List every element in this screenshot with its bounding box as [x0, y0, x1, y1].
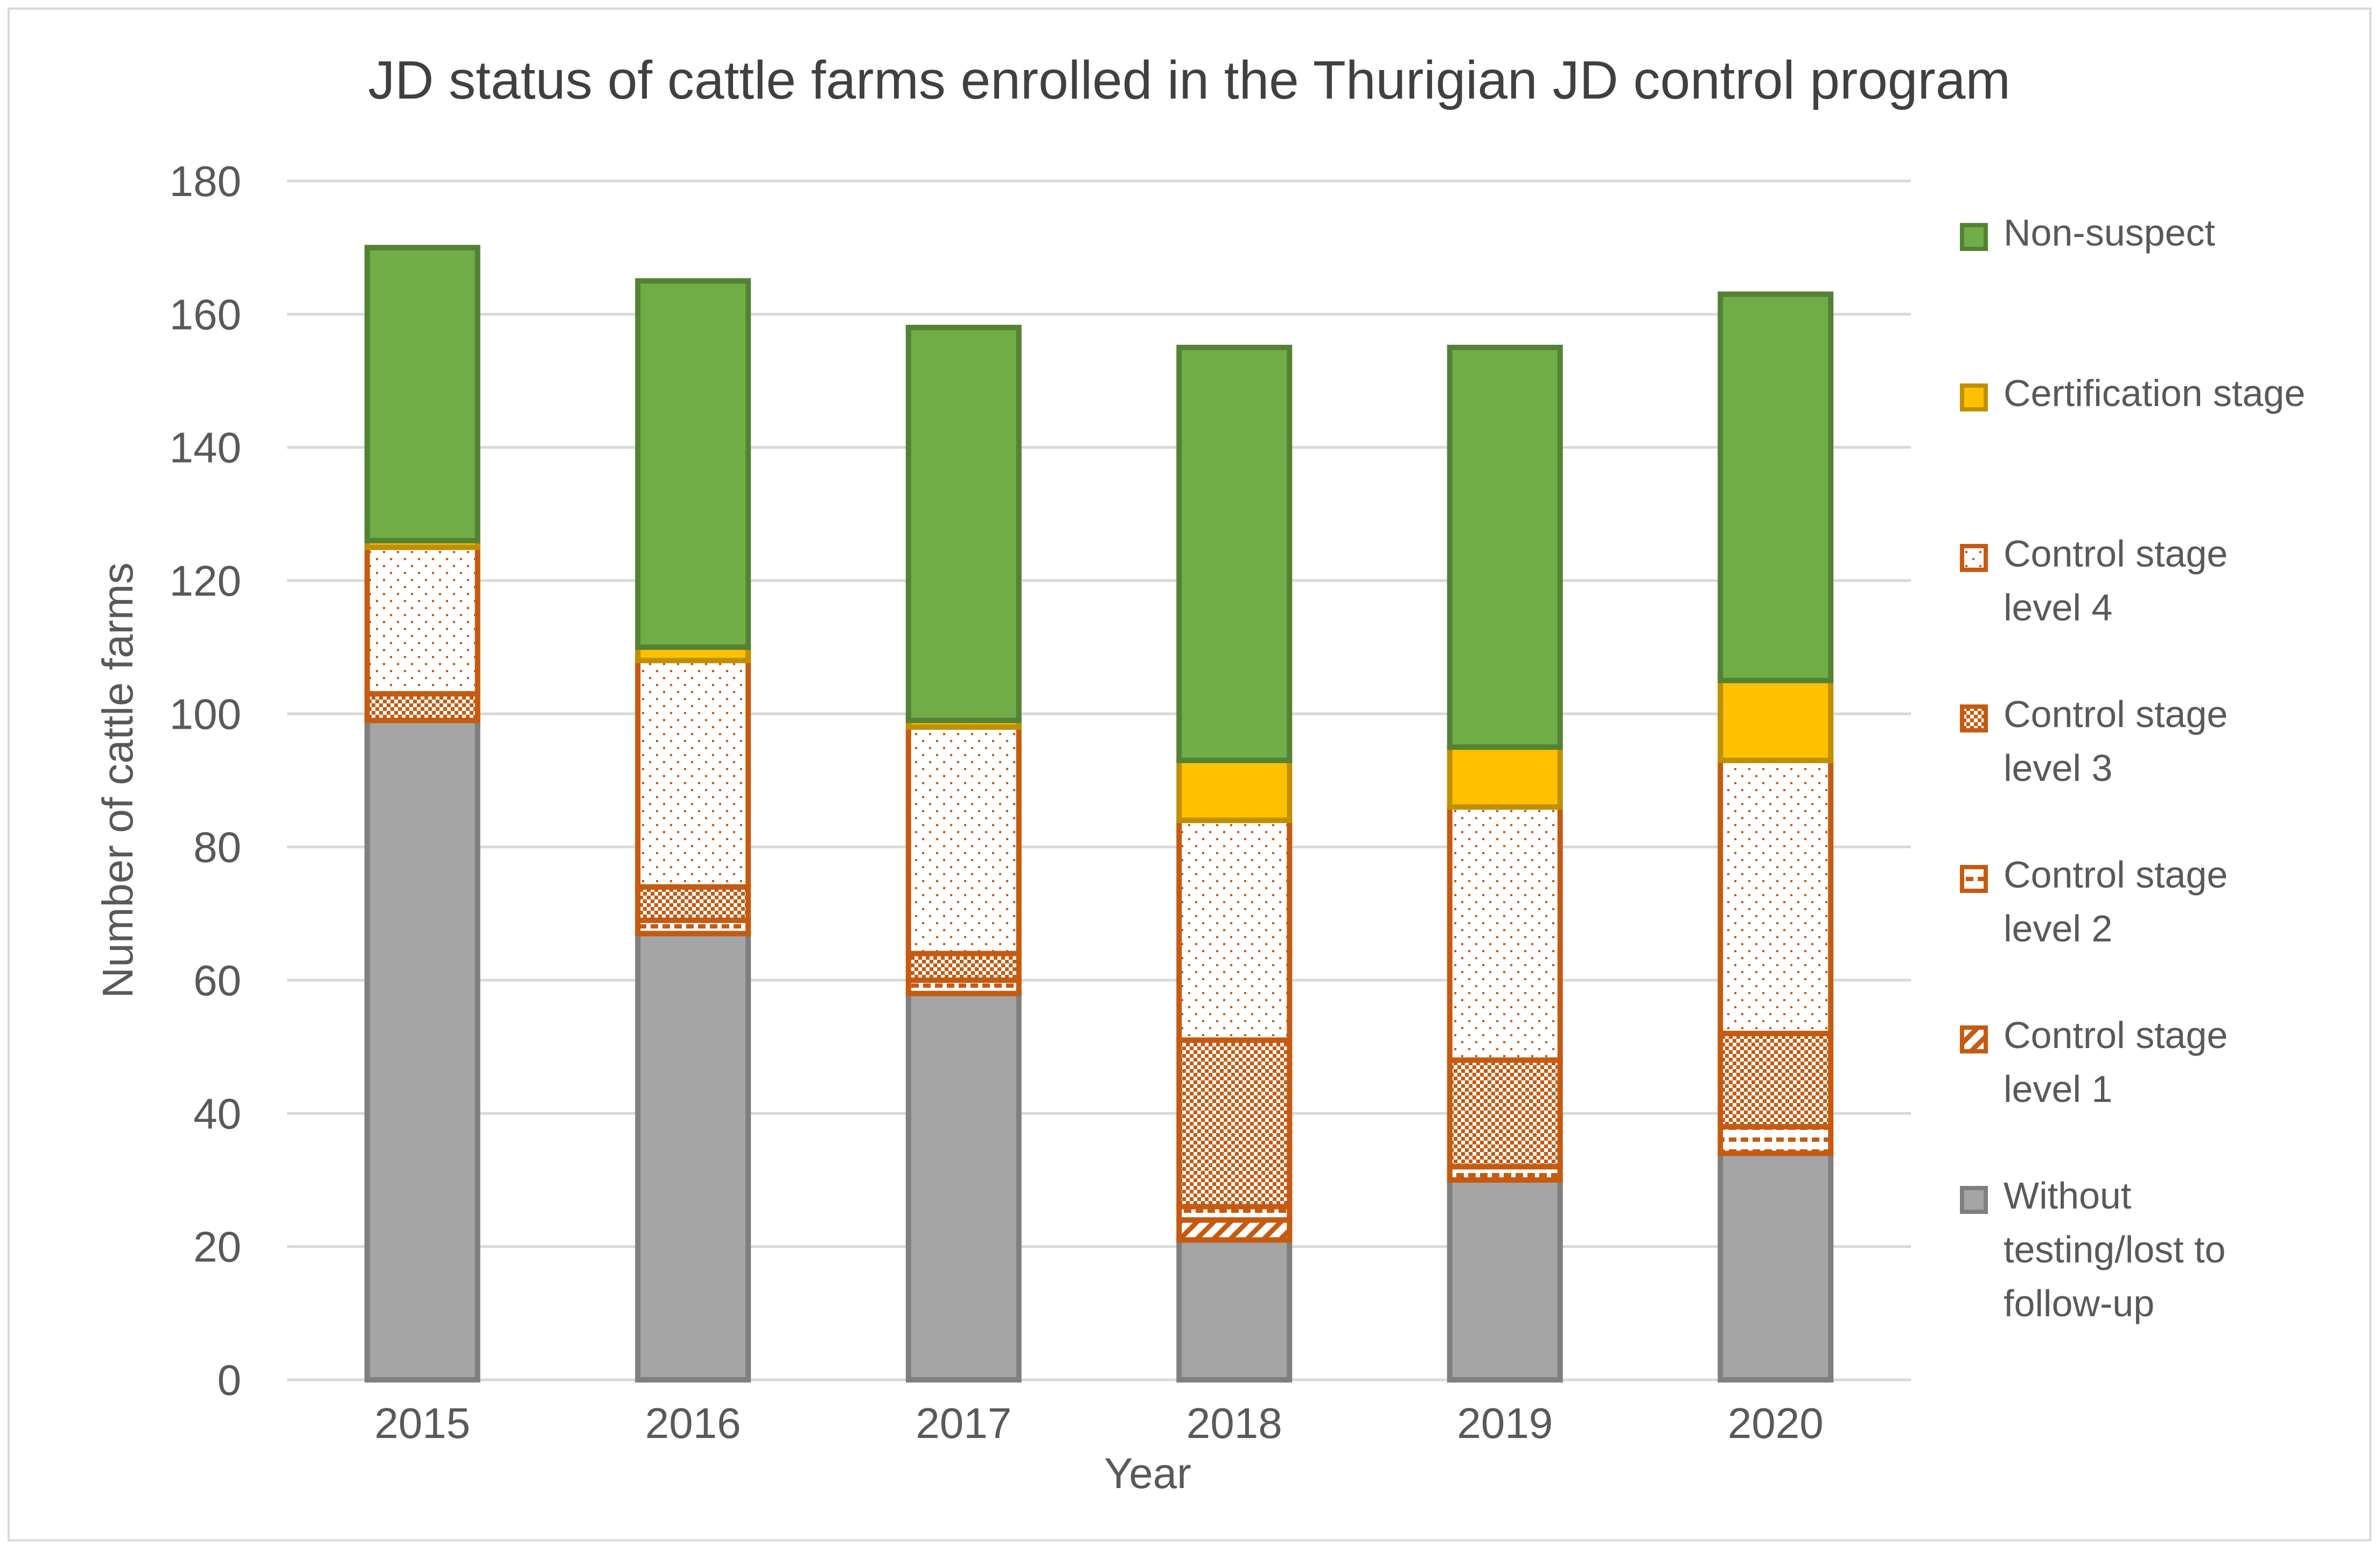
legend-swatch-non-suspect — [1960, 223, 1988, 251]
x-tick-label: 2016 — [645, 1399, 741, 1447]
legend-label: Without — [2004, 1175, 2131, 1217]
legend-label: follow-up — [2004, 1282, 2154, 1324]
bar-segment-without-testing-lost-to-follow-up-2015 — [364, 717, 480, 1383]
y-tick-label: 140 — [170, 424, 241, 472]
bar-segment-control-stage-level-4-2015 — [364, 544, 480, 697]
bar-segment-non-suspect-2015 — [364, 245, 480, 543]
legend-swatch-without-testing-lost-to-follow-up — [1960, 1186, 1988, 1214]
legend-label: level 4 — [2004, 587, 2112, 629]
chart-title: JD status of cattle farms enrolled in th… — [368, 50, 2011, 110]
bar-segment-control-stage-level-3-2018 — [1176, 1037, 1293, 1210]
bar-segment-control-stage-level-4-2020 — [1718, 757, 1834, 1036]
y-axis-ticks: 0 20 40 60 80 100 120 140 160 180 — [170, 157, 241, 1404]
x-tick-label: 2017 — [916, 1399, 1011, 1447]
bar-segment-certification-stage-2019 — [1447, 744, 1563, 810]
y-tick-label: 160 — [170, 290, 241, 338]
bar-segment-control-stage-level-4-2017 — [905, 724, 1022, 956]
legend-label: Control stage — [2004, 854, 2228, 896]
bar-segment-control-stage-level-3-2016 — [635, 884, 751, 923]
y-tick-label: 40 — [193, 1090, 241, 1137]
legend-label: level 3 — [2004, 747, 2112, 789]
y-axis-title: Number of cattle farms — [94, 562, 142, 998]
bar-segment-non-suspect-2018 — [1176, 345, 1293, 763]
bar-segment-control-stage-level-4-2016 — [635, 658, 751, 890]
legend: Non-suspect Certification stage Control st… — [1960, 212, 2305, 1324]
y-tick-label: 100 — [170, 690, 241, 738]
y-tick-label: 0 — [218, 1356, 242, 1404]
bar-segment-control-stage-level-3-2017 — [905, 951, 1022, 983]
bar-segment-non-suspect-2020 — [1718, 291, 1834, 683]
legend-label: Non-suspect — [2004, 212, 2215, 254]
legend-swatch-control-stage-level-3 — [1960, 704, 1988, 732]
y-tick-label: 120 — [170, 557, 241, 605]
legend-swatch-control-stage-level-1 — [1960, 1025, 1988, 1053]
bar-segment-control-stage-level-3-2015 — [364, 691, 480, 723]
bar-segment-certification-stage-2018 — [1176, 757, 1293, 823]
bar-segment-control-stage-level-2-2020 — [1718, 1124, 1834, 1156]
legend-label: level 2 — [2004, 907, 2112, 949]
x-tick-label: 2019 — [1457, 1399, 1553, 1447]
legend-label: Control stage — [2004, 693, 2228, 735]
chart-svg: JD status of cattle farms enrolled in th… — [94, 50, 2305, 1497]
bar-segment-certification-stage-2020 — [1718, 678, 1834, 763]
y-tick-label: 180 — [170, 157, 241, 205]
x-tick-label: 2018 — [1186, 1399, 1282, 1447]
y-tick-label: 20 — [193, 1223, 241, 1271]
bar-segment-without-testing-lost-to-follow-up-2019 — [1447, 1177, 1563, 1383]
y-tick-label: 60 — [193, 956, 241, 1004]
bars — [364, 245, 1834, 1383]
x-tick-label: 2020 — [1728, 1399, 1824, 1447]
chart-frame: JD status of cattle farms enrolled in th… — [8, 8, 2371, 1541]
gridlines — [287, 179, 1911, 1381]
x-axis-ticks: 2015 2016 2017 2018 2019 2020 — [374, 1399, 1823, 1447]
bar-segment-non-suspect-2017 — [905, 325, 1022, 723]
bar-segment-non-suspect-2016 — [635, 278, 751, 650]
legend-label: Control stage — [2004, 1014, 2228, 1056]
legend-swatch-control-stage-level-4 — [1960, 544, 1988, 572]
bar-segment-non-suspect-2019 — [1447, 345, 1563, 750]
bar-segment-without-testing-lost-to-follow-up-2018 — [1176, 1237, 1293, 1383]
legend-label: Certification stage — [2004, 372, 2305, 414]
bar-segment-control-stage-level-3-2020 — [1718, 1030, 1834, 1130]
y-tick-label: 80 — [193, 823, 241, 871]
legend-label: testing/lost to — [2004, 1228, 2225, 1270]
x-tick-label: 2015 — [374, 1399, 470, 1447]
bar-segment-control-stage-level-4-2018 — [1176, 818, 1293, 1043]
legend-swatch-certification-stage — [1960, 383, 1988, 411]
legend-label: level 1 — [2004, 1068, 2112, 1110]
bar-segment-control-stage-level-3-2019 — [1447, 1057, 1563, 1170]
bar-segment-control-stage-level-1-2018 — [1176, 1217, 1293, 1243]
bar-segment-control-stage-level-4-2019 — [1447, 804, 1563, 1063]
legend-label: Control stage — [2004, 533, 2228, 575]
legend-swatch-control-stage-level-2 — [1960, 865, 1988, 893]
bar-segment-without-testing-lost-to-follow-up-2020 — [1718, 1150, 1834, 1383]
bar-segment-without-testing-lost-to-follow-up-2017 — [905, 990, 1022, 1383]
bar-segment-without-testing-lost-to-follow-up-2016 — [635, 931, 751, 1383]
x-axis-title: Year — [1104, 1449, 1191, 1497]
